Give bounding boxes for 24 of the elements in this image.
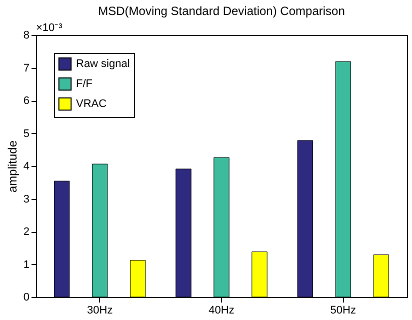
y-tick-label: 5 <box>23 128 30 140</box>
y-tick-label: 2 <box>23 226 30 238</box>
legend-label: Raw signal <box>76 58 130 70</box>
x-tick-label: 50Hz <box>330 304 356 316</box>
text: ×10⁻³ <box>36 22 63 34</box>
bar <box>54 180 70 298</box>
y-tick-label: 8 <box>23 30 30 42</box>
chart-title: MSD(Moving Standard Deviation) Comparison <box>98 4 345 18</box>
y-tick-label: 3 <box>23 193 30 206</box>
y-tick-label: 6 <box>23 95 30 107</box>
y-tick-label: 4 <box>23 160 30 172</box>
bar <box>252 252 268 298</box>
bar <box>176 168 192 298</box>
bar <box>297 140 313 298</box>
y-tick-label: 0 <box>23 292 30 304</box>
legend-label: VRAC <box>76 98 107 110</box>
x-tick-label: 30Hz <box>87 304 113 316</box>
y-axis-title: amplitude <box>5 140 20 193</box>
legend-label: F/F <box>76 78 93 90</box>
y-tick-label: 1 <box>23 258 30 271</box>
y-tick-label: 7 <box>23 62 30 74</box>
bar <box>373 254 390 298</box>
x-tick-label: 40Hz <box>208 304 234 316</box>
bar <box>130 260 146 298</box>
